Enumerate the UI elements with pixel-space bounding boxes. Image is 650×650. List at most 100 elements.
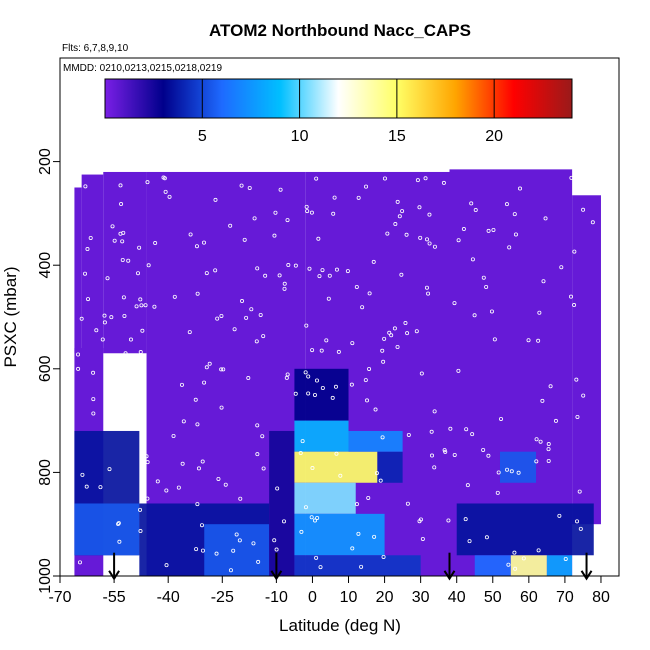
sample-marker xyxy=(228,568,233,573)
sample-marker xyxy=(332,195,337,200)
sample-marker xyxy=(354,284,359,289)
sample-marker xyxy=(249,307,254,312)
sample-marker xyxy=(252,216,257,221)
sample-marker xyxy=(274,547,279,552)
sample-marker xyxy=(516,470,521,475)
sample-marker xyxy=(219,313,224,318)
sample-marker xyxy=(134,304,139,309)
sample-marker xyxy=(427,241,432,246)
sample-marker xyxy=(272,538,277,543)
sample-marker xyxy=(202,380,207,385)
y-tick-label: 400 xyxy=(37,252,54,279)
sample-marker xyxy=(199,523,204,528)
sample-marker xyxy=(286,263,291,268)
sample-marker xyxy=(425,237,430,242)
sample-marker xyxy=(505,467,510,472)
sample-marker xyxy=(395,345,400,350)
x-axis: -70 -55 -40 -25 -10 0 10 20 30 40 50 60 70 80 xyxy=(48,576,610,606)
sample-marker xyxy=(452,452,457,457)
flight-arrowhead-3 xyxy=(580,570,593,581)
sample-marker xyxy=(275,486,280,491)
heatmap-cell-4 xyxy=(269,430,295,576)
sample-marker xyxy=(406,432,411,437)
sample-marker xyxy=(575,414,580,419)
sample-marker xyxy=(232,327,237,332)
sample-marker xyxy=(123,351,128,356)
sample-marker xyxy=(569,175,574,180)
sample-marker xyxy=(77,560,82,565)
heatmap-cell-14 xyxy=(499,451,537,483)
sample-marker xyxy=(467,539,472,544)
sample-marker xyxy=(307,266,312,271)
sample-marker xyxy=(456,368,461,373)
sample-marker xyxy=(543,216,548,221)
sample-marker xyxy=(138,507,143,512)
colorbar-tick-label: 5 xyxy=(198,128,207,145)
sample-marker xyxy=(254,339,259,344)
sample-marker xyxy=(120,239,125,244)
heatmap-cell-12 xyxy=(348,430,403,452)
sample-marker xyxy=(303,505,308,510)
x-axis-title: Latitude (deg N) xyxy=(279,616,401,635)
sample-marker xyxy=(219,405,224,410)
sample-marker xyxy=(215,316,220,321)
sample-marker xyxy=(463,517,468,522)
flights-label: Flts: 6,7,8,9,10 xyxy=(62,43,129,54)
sample-marker xyxy=(513,566,518,571)
sample-marker xyxy=(575,519,580,524)
sample-marker xyxy=(536,548,541,553)
sample-marker xyxy=(363,378,368,383)
sample-marker xyxy=(356,531,361,536)
sample-marker xyxy=(381,554,386,559)
sample-marker xyxy=(91,370,96,375)
sample-marker xyxy=(238,496,243,501)
sample-marker xyxy=(146,263,151,268)
sample-marker xyxy=(200,459,205,464)
sample-marker xyxy=(417,205,422,210)
sample-marker xyxy=(419,371,424,376)
sample-marker xyxy=(365,398,370,403)
sample-marker xyxy=(251,541,256,546)
sample-marker xyxy=(91,397,96,402)
colorbar-tick-label: 10 xyxy=(291,128,309,145)
heatmap-background-2 xyxy=(103,171,147,354)
sample-marker xyxy=(548,384,553,389)
sample-marker xyxy=(119,202,124,207)
sample-marker xyxy=(299,529,304,534)
sample-marker xyxy=(359,564,364,569)
mmdd-label: MMDD: 0210,0213,0215,0218,0219 xyxy=(63,63,222,74)
sample-marker xyxy=(118,231,123,236)
sample-marker xyxy=(231,548,236,553)
sample-marker xyxy=(563,556,568,561)
sample-marker xyxy=(333,384,338,389)
sample-marker xyxy=(300,439,305,444)
heatmap-cell-8 xyxy=(377,451,403,483)
sample-marker xyxy=(581,393,586,398)
sample-marker xyxy=(470,257,475,262)
sample-marker xyxy=(452,301,457,306)
sample-marker xyxy=(446,518,451,523)
x-tick-label: 10 xyxy=(340,589,358,606)
sample-marker xyxy=(461,227,466,232)
sample-marker xyxy=(167,194,172,199)
colorbar-tick-label: 20 xyxy=(485,128,503,145)
sample-marker xyxy=(470,432,475,437)
colorbar: 5 10 15 20 xyxy=(104,78,573,145)
sample-marker xyxy=(304,323,309,328)
heatmap-cell-7 xyxy=(294,451,378,483)
sample-marker xyxy=(324,338,329,343)
heatmap-background-1 xyxy=(81,174,104,354)
sample-marker xyxy=(464,427,469,432)
sample-marker xyxy=(336,349,341,354)
sample-marker xyxy=(405,331,410,336)
sample-marker xyxy=(432,244,437,249)
sample-marker xyxy=(102,313,107,318)
sample-marker xyxy=(112,238,117,243)
colorbar-gradient xyxy=(104,78,573,119)
sample-marker xyxy=(258,312,263,317)
plot-frame xyxy=(59,57,620,577)
sample-marker xyxy=(429,429,434,434)
sample-marker xyxy=(155,479,160,484)
heatmap-cell-13 xyxy=(456,503,594,556)
